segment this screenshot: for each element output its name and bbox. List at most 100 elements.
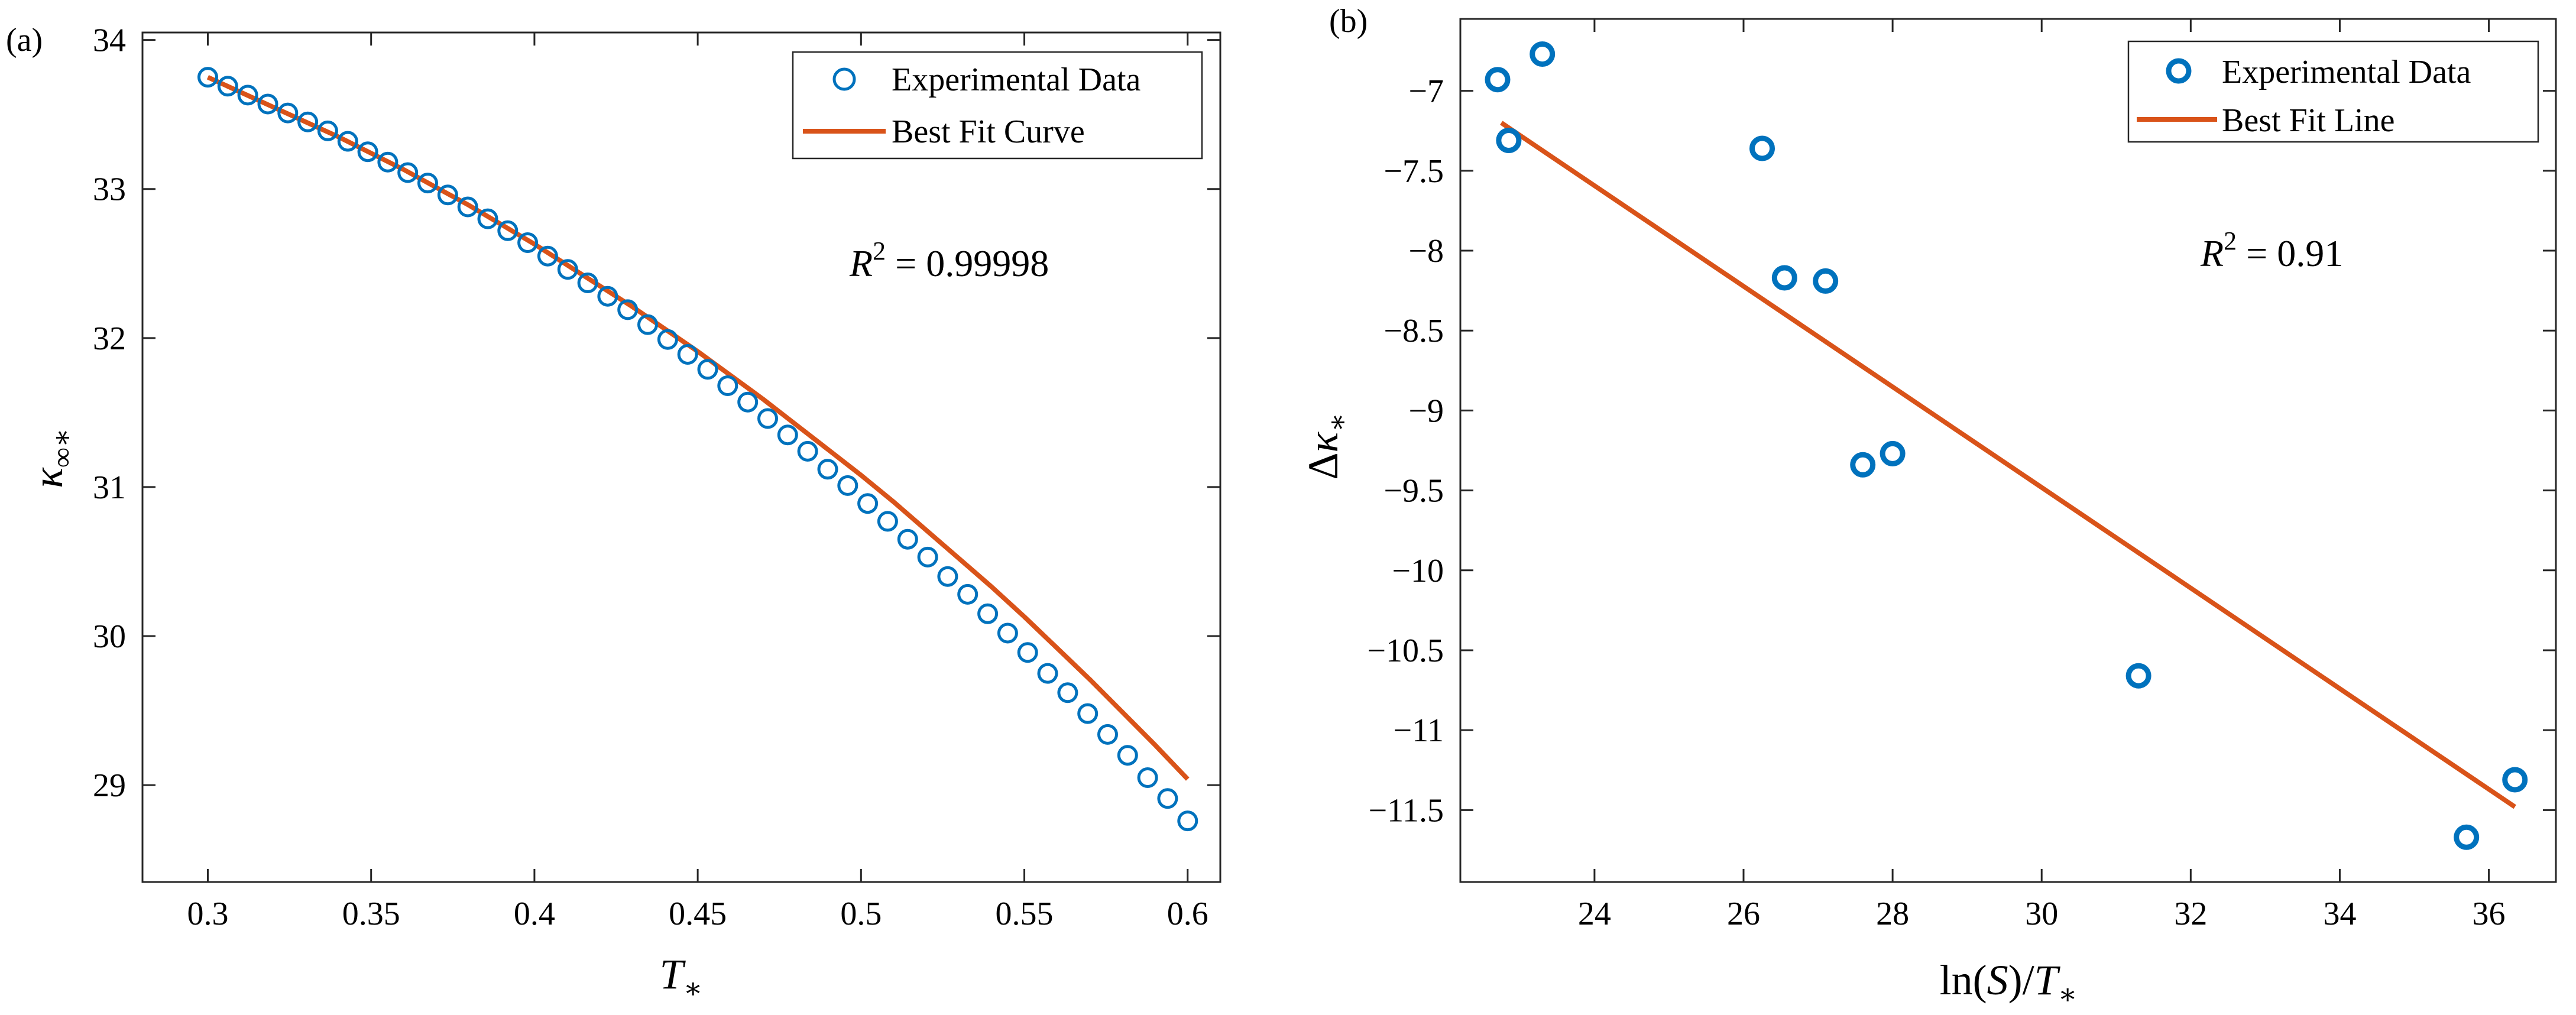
x-tick-label: 0.4: [514, 896, 555, 932]
x-tick-label: 32: [2174, 896, 2207, 932]
data-point: [1771, 265, 1797, 291]
data-point: [997, 622, 1018, 644]
data-point: [857, 493, 879, 514]
data-point: [1880, 440, 1906, 466]
r-squared-annotation-b: R2 = 0.91: [2200, 226, 2343, 274]
data-point: [577, 273, 598, 293]
y-tick-label: −10.5: [1367, 633, 1444, 669]
legend-label-fit-b: Best Fit Line: [2222, 102, 2394, 139]
y-axis-label-b: Δκ∗: [1300, 413, 1353, 480]
y-tick-label: −8.5: [1383, 313, 1444, 349]
r-squared-annotation-a: R2 = 0.99998: [849, 236, 1049, 284]
data-point: [1157, 788, 1178, 809]
x-axis-label-a: T∗: [660, 951, 703, 1004]
data-point: [457, 196, 478, 218]
y-tick-label: −8: [1408, 233, 1444, 270]
legend-label-experimental-a: Experimental Data: [892, 61, 1141, 98]
data-point: [877, 511, 898, 532]
y-axis-label-a: κ∞∗: [24, 428, 78, 488]
data-point: [797, 440, 818, 462]
data-point: [1496, 128, 1522, 153]
legend-a: Experimental Data Best Fit Curve: [792, 51, 1203, 160]
x-tick-label: 30: [2025, 896, 2058, 932]
panel-label-b: (b): [1329, 3, 1368, 40]
data-point: [1850, 452, 1876, 478]
data-point: [237, 85, 258, 106]
data-point: [617, 299, 639, 320]
data-point: [337, 131, 358, 152]
ticks-b: 24 26 28 30 32 34 36 −7 −7.5 −8 −8.5 −9 −9.5 −10 −10.5…: [1367, 19, 2556, 932]
y-tick-label: −7: [1408, 73, 1444, 110]
data-point: [1097, 724, 1118, 745]
data-point: [937, 566, 958, 587]
data-point: [477, 208, 498, 229]
data-point: [837, 475, 858, 496]
data-point: [597, 286, 618, 307]
data-point: [677, 344, 698, 365]
data-point: [977, 603, 999, 624]
data-point: [657, 329, 678, 350]
plot-area-b: [1459, 18, 2557, 883]
data-point: [897, 528, 918, 550]
data-point: [637, 314, 658, 335]
data-point: [1749, 135, 1775, 161]
data-point: [2502, 767, 2528, 793]
y-tick-label: 29: [93, 767, 126, 804]
chart-b: 24 26 28 30 32 34 36 −7 −7.5 −8 −8.5 −9 −9.5 −10 −10.5…: [1300, 18, 2557, 1010]
y-tick-label: 34: [93, 22, 126, 59]
x-tick-label: 0.5: [840, 896, 882, 932]
data-point: [1177, 810, 1198, 832]
data-point: [537, 245, 558, 267]
data-point: [377, 151, 398, 173]
data-point: [777, 424, 798, 446]
y-tick-label: −9.5: [1383, 473, 1444, 510]
data-point: [517, 232, 539, 253]
data-point: [917, 546, 938, 568]
data-point: [1057, 682, 1078, 703]
marks-b: [1485, 41, 2528, 850]
x-tick-label: 0.35: [342, 896, 400, 932]
data-point: [717, 375, 738, 396]
data-point: [1485, 67, 1511, 93]
legend-box-b: [2127, 40, 2539, 143]
y-tick-label: 30: [93, 618, 126, 655]
data-point: [757, 408, 778, 429]
x-axis-label-b: ln(S)/T∗: [1940, 956, 2078, 1010]
marks-a: [197, 67, 1198, 832]
data-point: [437, 184, 458, 206]
ticks-a: 0.3 0.35 0.4 0.45 0.5 0.55 0.6 29 30 31 32 33 34: [93, 22, 1220, 932]
data-point: [297, 111, 319, 132]
x-tick-label: 26: [1727, 896, 1760, 932]
y-tick-label: −7.5: [1383, 153, 1444, 190]
data-point: [557, 259, 578, 280]
legend-b: Experimental Data Best Fit Line: [2127, 40, 2539, 143]
data-point: [737, 391, 759, 413]
x-tick-label: 34: [2323, 896, 2356, 932]
legend-label-fit-a: Best Fit Curve: [892, 114, 1085, 150]
data-point: [1117, 745, 1138, 766]
y-tick-label: −9: [1408, 393, 1444, 429]
data-point: [417, 173, 438, 194]
series-line-best-fit: [206, 74, 1190, 781]
legend-label-experimental-b: Experimental Data: [2222, 54, 2471, 90]
y-tick-label: 32: [93, 320, 126, 357]
data-point: [497, 220, 519, 241]
data-point: [317, 120, 338, 141]
legend-marker-experimental-b: [2166, 58, 2192, 84]
y-tick-label: −11.5: [1368, 792, 1444, 829]
data-point: [257, 93, 278, 115]
plot-area-a: [141, 31, 1221, 883]
data-point: [697, 359, 718, 380]
x-tick-label: 0.55: [996, 896, 1054, 932]
data-point: [357, 141, 378, 163]
data-point: [2125, 663, 2151, 689]
x-tick-label: 24: [1578, 896, 1611, 932]
x-tick-label: 28: [1876, 896, 1909, 932]
data-point: [1530, 41, 1556, 67]
x-tick-label: 36: [2473, 896, 2506, 932]
data-point: [397, 162, 419, 183]
data-point: [1037, 663, 1058, 684]
x-tick-label: 0.6: [1167, 896, 1208, 932]
